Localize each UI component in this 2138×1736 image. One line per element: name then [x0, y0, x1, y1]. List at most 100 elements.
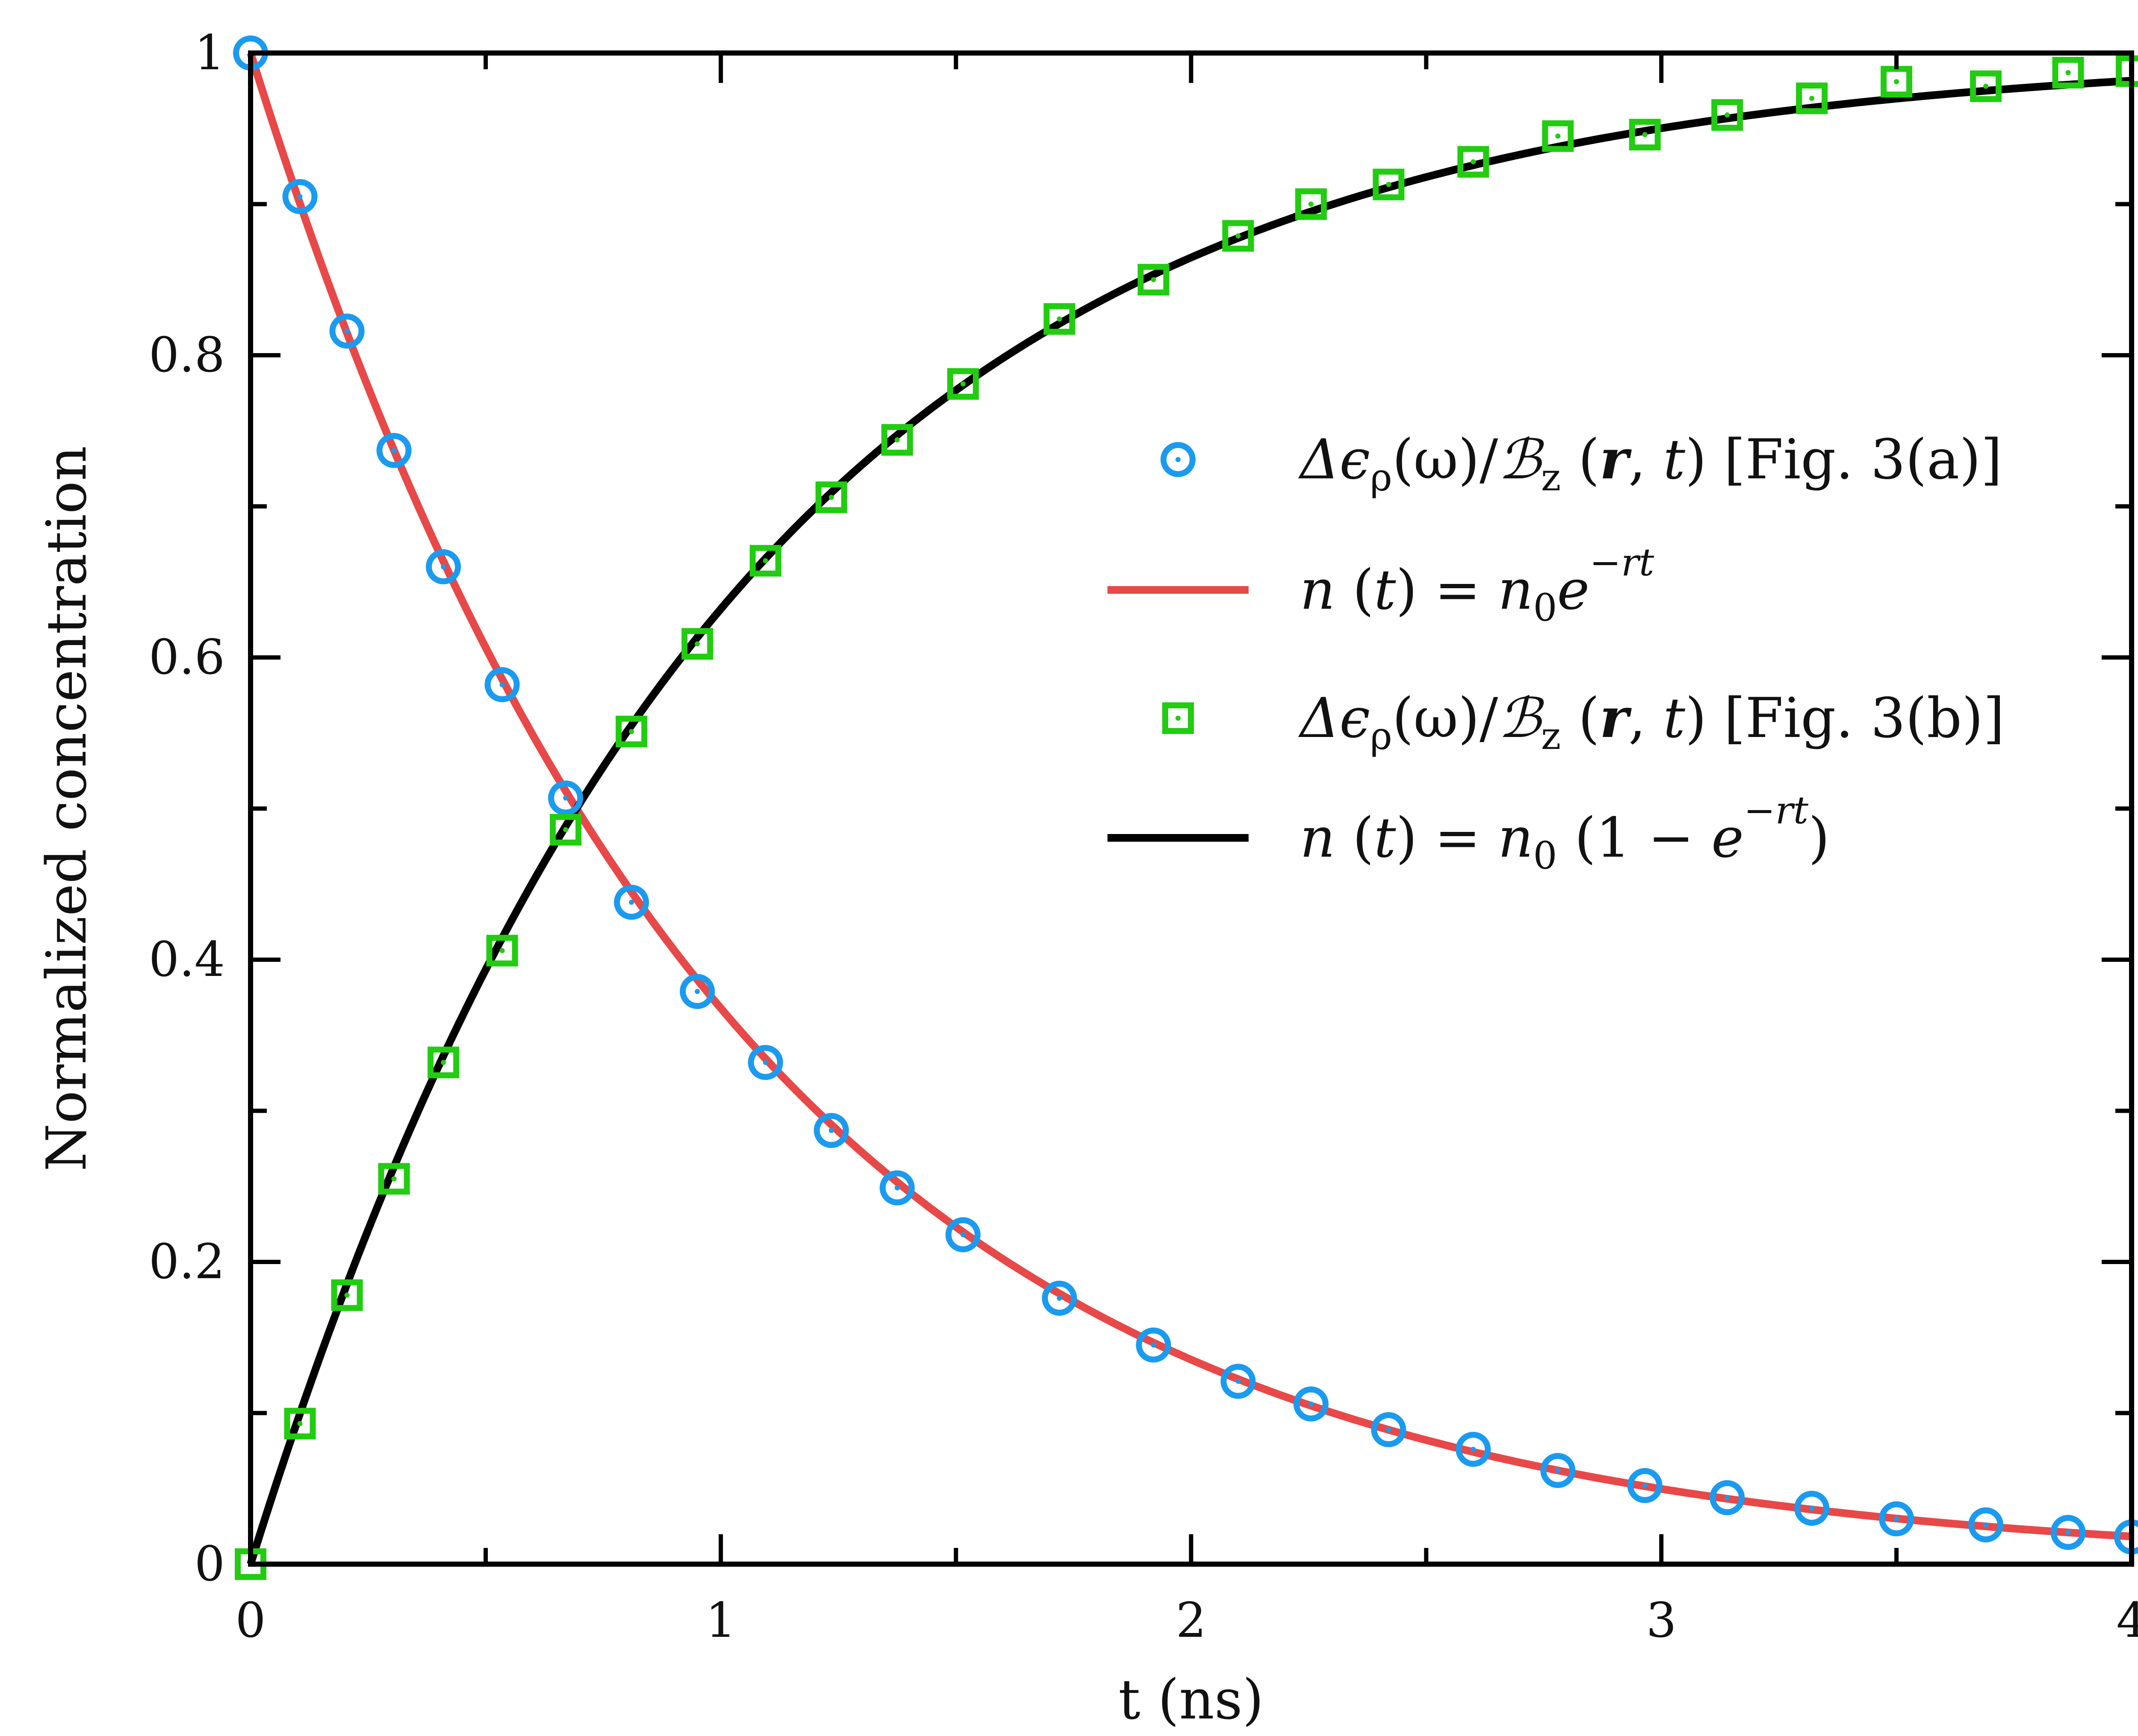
data-point-circle — [1710, 1480, 1745, 1515]
y-tick-label: 0.2 — [149, 1234, 225, 1290]
legend-label: Δϵρ(ω)/ℬz (r, t) [Fig. 3(a)] — [1298, 427, 2002, 499]
data-point-circle — [1136, 1327, 1171, 1363]
data-point-square — [1629, 118, 1661, 150]
data-point-dot — [2065, 70, 2071, 75]
data-point-dot — [1151, 1342, 1156, 1348]
data-point-dot — [829, 1128, 834, 1133]
data-point-circle — [1968, 1507, 2004, 1543]
data-point-circle — [1293, 1386, 1329, 1422]
data-point-dot — [1894, 1516, 1899, 1521]
data-point-dot — [895, 1185, 900, 1191]
data-point-dot — [297, 194, 303, 199]
series-line-1 — [247, 52, 2132, 1541]
data-point-circle — [1042, 1280, 1077, 1316]
legend-label-part: ) = — [1396, 558, 1498, 622]
data-point-dot — [1983, 83, 1989, 89]
legend-label-part: r — [1600, 686, 1632, 750]
legend-label-part: t — [1663, 687, 1686, 750]
legend-label-part: , — [1628, 687, 1663, 750]
data-point-circle — [1627, 1468, 1663, 1503]
data-point-dot — [1642, 132, 1648, 137]
data-point-square — [681, 628, 713, 660]
data-point-dot — [763, 558, 768, 563]
data-point-dot — [1057, 316, 1062, 322]
data-point-circle — [880, 1170, 915, 1205]
data-point-dot — [629, 899, 634, 905]
legend-label-part: ( — [1561, 687, 1600, 750]
data-point-circle — [282, 179, 318, 214]
plot-frame — [248, 50, 2134, 1567]
data-point-square — [1295, 188, 1327, 220]
data-point-circle — [614, 884, 649, 920]
data-point-dot — [1235, 233, 1241, 239]
axes-layer: 0 1 2 3 4 0 0.2 0.4 0.6 0.8 1 — [149, 25, 2138, 1648]
legend-label-part: Δϵ — [1298, 687, 1370, 750]
data-point-dot — [440, 564, 446, 569]
legend-label-part: ( — [1335, 806, 1374, 870]
x-tick-label: 0 — [235, 1593, 266, 1648]
legend-label-part: ( — [1561, 428, 1600, 492]
data-point-square — [881, 424, 913, 456]
data-point-circle — [679, 974, 715, 1009]
data-point-dot — [960, 1232, 966, 1238]
data-point-circle — [1794, 1491, 1830, 1526]
data-point-square — [1222, 220, 1254, 252]
data-point-dot — [563, 795, 568, 801]
legend-label-part: (ω)/ — [1392, 428, 1498, 492]
data-point-dot — [694, 989, 700, 994]
legend-label-part: e — [1711, 806, 1744, 870]
legend-label-part: e — [1557, 558, 1590, 622]
legend-label-part: ) [Fig. 3(a)] — [1685, 428, 2002, 492]
y-tick-label: 1 — [195, 25, 225, 81]
data-point-circle — [945, 1217, 981, 1253]
data-point-dot — [960, 381, 966, 387]
data-point-circle — [1456, 1432, 1491, 1467]
data-point-dot — [1555, 1468, 1561, 1473]
data-point-dot — [563, 827, 568, 832]
data-point-circle — [814, 1113, 849, 1148]
data-point-circle — [1220, 1364, 1256, 1399]
data-point-square — [1043, 303, 1075, 335]
legend-label-part: Δϵ — [1298, 428, 1370, 492]
data-point-dot — [1471, 1447, 1476, 1452]
data-point-dot — [391, 448, 397, 453]
data-point-square — [815, 481, 848, 513]
legend-label-part: (1 − — [1557, 806, 1712, 870]
legend-label-part: (ω)/ — [1392, 687, 1498, 750]
data-point-dot — [763, 1060, 768, 1065]
legend-label: Δϵρ(ω)/ℬz (r, t) [Fig. 3(b)] — [1298, 686, 2005, 758]
data-point-dot — [1725, 1495, 1730, 1500]
data-point-dot — [1057, 1295, 1062, 1301]
data-point-dot — [1725, 112, 1730, 118]
data-point-circle — [484, 667, 520, 702]
legend-label-part: z — [1541, 714, 1561, 758]
legend-label-part: ) = — [1396, 806, 1498, 870]
legend-label-part: r — [1600, 427, 1632, 492]
legend-label-part: −rt — [1589, 540, 1654, 584]
data-point-square — [1137, 264, 1169, 296]
data-point-dot — [1308, 201, 1314, 207]
data-point-circle — [1371, 1412, 1406, 1447]
legend-label-part: ρ — [1370, 714, 1392, 758]
curves-layer — [247, 52, 2132, 1565]
data-point-square — [1457, 146, 1489, 178]
data-point-dot — [297, 1421, 303, 1427]
data-point-dot — [440, 1060, 446, 1065]
data-point-square — [331, 1279, 363, 1311]
data-point-circle — [2050, 1515, 2086, 1550]
data-point-circle — [425, 549, 461, 584]
data-point-dot — [895, 437, 900, 442]
legend-label-part: , — [1628, 428, 1663, 492]
legend-label: n (t) = n0 (1 − e−rt) — [1300, 788, 1830, 878]
legend-label: n (t) = n0e−rt — [1300, 540, 1654, 630]
data-point-square — [947, 368, 979, 400]
legend-label-part: ρ — [1370, 455, 1392, 499]
data-point-dot — [1809, 96, 1815, 101]
legend-label-part: ) — [1808, 806, 1830, 870]
data-point-dot — [1471, 159, 1476, 165]
data-point-dot — [694, 641, 700, 647]
data-point-dot — [1151, 277, 1156, 283]
legend-symbol-dot — [1175, 457, 1181, 462]
